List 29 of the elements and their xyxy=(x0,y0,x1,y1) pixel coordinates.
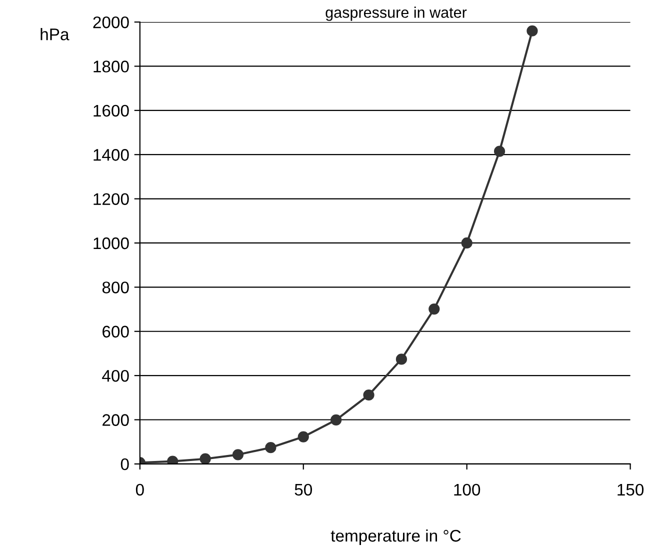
point xyxy=(396,354,408,365)
chart-title: gaspressure in water xyxy=(326,6,467,21)
point xyxy=(232,449,244,460)
y-tick-label: 2000 xyxy=(93,16,129,28)
y-tick-label: 0 xyxy=(120,458,129,470)
y-tick-label: 1600 xyxy=(94,104,129,117)
x-tick-label: 0 xyxy=(136,484,144,496)
point xyxy=(265,442,276,454)
point xyxy=(461,237,472,249)
point xyxy=(428,304,440,315)
x-tick-label: 100 xyxy=(454,484,480,496)
point xyxy=(200,453,211,464)
y-tick-label: 1000 xyxy=(94,237,129,250)
y-tick-label: 1400 xyxy=(94,149,129,161)
point xyxy=(298,431,309,442)
y-tick-label: 1200 xyxy=(94,193,129,206)
point xyxy=(330,414,342,426)
x-tick-label: 50 xyxy=(294,484,312,496)
point xyxy=(363,389,374,401)
y-axis-title: hPa xyxy=(40,28,70,40)
y-tick-label: 600 xyxy=(102,326,129,338)
y-tick-label: 200 xyxy=(102,414,129,426)
x-axis-title: temperature in °C xyxy=(330,529,461,545)
y-tick-label: 1800 xyxy=(94,60,129,72)
point xyxy=(526,25,538,36)
point xyxy=(494,146,506,157)
y-tick-label: 400 xyxy=(102,370,129,382)
x-tick-label: 150 xyxy=(618,484,644,496)
y-tick-label: 800 xyxy=(102,282,129,294)
